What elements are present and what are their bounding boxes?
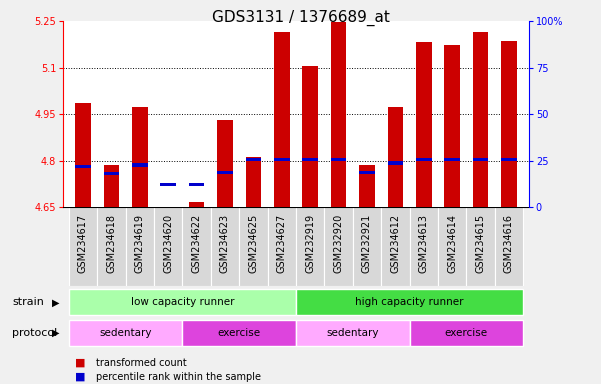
Text: GSM234622: GSM234622 — [192, 214, 201, 273]
Bar — [182, 207, 211, 286]
Bar — [501, 41, 517, 207]
Bar — [438, 207, 466, 286]
Bar — [444, 158, 460, 161]
Text: GDS3131 / 1376689_at: GDS3131 / 1376689_at — [212, 10, 389, 26]
Bar — [495, 207, 523, 286]
Bar — [331, 22, 346, 207]
Bar — [126, 207, 154, 286]
Bar — [501, 158, 517, 161]
Bar — [189, 183, 204, 186]
Bar — [410, 207, 438, 286]
Bar — [473, 158, 489, 161]
Text: exercise: exercise — [445, 328, 488, 338]
Bar — [69, 207, 97, 286]
Text: GSM234616: GSM234616 — [504, 214, 514, 273]
Bar — [359, 166, 375, 207]
Bar — [160, 183, 176, 186]
Text: GSM234617: GSM234617 — [78, 214, 88, 273]
Bar — [217, 120, 233, 207]
Bar — [182, 320, 296, 346]
Bar — [75, 165, 91, 168]
Bar — [132, 108, 148, 207]
Bar — [211, 207, 239, 286]
Bar — [274, 158, 290, 161]
Bar — [132, 164, 148, 167]
Bar — [353, 207, 381, 286]
Text: percentile rank within the sample: percentile rank within the sample — [96, 372, 261, 382]
Bar — [296, 320, 410, 346]
Bar — [246, 158, 261, 161]
Text: sedentary: sedentary — [99, 328, 152, 338]
Text: protocol: protocol — [12, 328, 57, 338]
Text: GSM232919: GSM232919 — [305, 214, 315, 273]
Bar — [103, 165, 119, 207]
Text: GSM232920: GSM232920 — [334, 214, 344, 273]
Bar — [331, 158, 346, 161]
Text: high capacity runner: high capacity runner — [355, 297, 464, 307]
Bar — [302, 158, 318, 161]
Text: GSM234618: GSM234618 — [106, 214, 117, 273]
Text: GSM234619: GSM234619 — [135, 214, 145, 273]
Text: strain: strain — [12, 297, 44, 308]
Bar — [69, 290, 296, 315]
Text: GSM234612: GSM234612 — [391, 214, 400, 273]
Text: GSM232921: GSM232921 — [362, 214, 372, 273]
Bar — [359, 171, 375, 174]
Bar — [416, 42, 432, 207]
Text: GSM234614: GSM234614 — [447, 214, 457, 273]
Bar — [189, 202, 204, 207]
Bar — [239, 207, 267, 286]
Bar — [246, 157, 261, 207]
Text: exercise: exercise — [218, 328, 261, 338]
Bar — [416, 158, 432, 161]
Bar — [410, 320, 523, 346]
Text: GSM234625: GSM234625 — [248, 214, 258, 273]
Bar — [267, 207, 296, 286]
Text: low capacity runner: low capacity runner — [130, 297, 234, 307]
Bar — [103, 172, 119, 175]
Text: ▶: ▶ — [52, 297, 59, 308]
Bar — [75, 103, 91, 207]
Bar — [444, 45, 460, 207]
Bar — [154, 207, 182, 286]
Text: transformed count: transformed count — [96, 358, 187, 368]
Bar — [302, 66, 318, 207]
Text: GSM234613: GSM234613 — [419, 214, 429, 273]
Text: sedentary: sedentary — [326, 328, 379, 338]
Bar — [388, 161, 403, 165]
Bar — [160, 207, 176, 208]
Text: ■: ■ — [75, 358, 85, 368]
Bar — [296, 290, 523, 315]
Text: GSM234623: GSM234623 — [220, 214, 230, 273]
Bar — [97, 207, 126, 286]
Bar — [466, 207, 495, 286]
Bar — [473, 32, 489, 207]
Bar — [325, 207, 353, 286]
Text: GSM234615: GSM234615 — [475, 214, 486, 273]
Text: ■: ■ — [75, 372, 85, 382]
Bar — [274, 32, 290, 207]
Text: GSM234627: GSM234627 — [277, 214, 287, 273]
Bar — [217, 170, 233, 174]
Bar — [381, 207, 410, 286]
Text: ▶: ▶ — [52, 328, 59, 338]
Bar — [388, 108, 403, 207]
Text: GSM234620: GSM234620 — [163, 214, 173, 273]
Bar — [69, 320, 182, 346]
Bar — [296, 207, 325, 286]
